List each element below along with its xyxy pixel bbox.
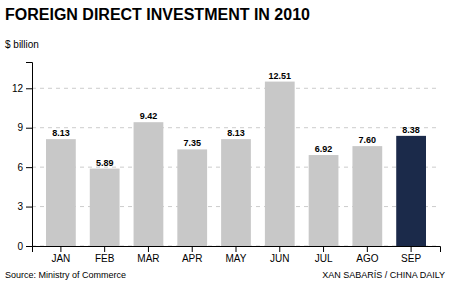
bar [46,139,76,246]
bar [134,122,164,246]
grid [32,88,440,246]
x-tick: SEP [401,246,421,264]
bar [90,169,120,246]
y-tick: 12 [12,83,32,94]
y-tick-mark [26,246,32,247]
x-tick: FEB [95,246,115,264]
data-labels: 8.13 5.89 9.42 7.35 8.13 12.51 6.92 7.60 8.38 [52,71,420,168]
bar [221,139,251,246]
data-label: 9.42 [140,111,158,121]
x-tick-label: AGO [356,253,378,264]
y-axis: 0 3 6 9 12 [12,63,33,252]
x-tick-mark [104,246,105,252]
y-tick: 3 [17,201,32,212]
y-tick: 9 [17,122,32,133]
x-tick-label: MAR [137,253,159,264]
x-tick-mark [148,246,149,252]
x-tick-label: JUN [270,253,289,264]
y-axis-title: $ billion [5,39,39,50]
data-label: 8.13 [52,128,70,138]
title: FOREIGN DIRECT INVESTMENT IN 2010 [5,6,310,23]
x-tick-mark [60,246,61,252]
x-tick: MAR [137,246,159,264]
data-label: 8.13 [227,128,245,138]
x-tick-mark [411,246,412,252]
chart: 0 3 6 9 12 JAN FEB MAR APR MAY JUN JUL AGO SEP 8.13 5.8… [0,0,450,282]
annotation: XAN SABARÍS / CHINA DAILY [322,270,445,280]
data-label: 8.38 [402,125,420,135]
y-tick: 0 [17,241,32,252]
bar [177,149,207,246]
x-tick-mark [367,246,368,252]
x-tick: JUN [270,246,289,264]
y-tick-label: 6 [17,162,23,173]
bar [309,155,339,246]
x-tick-label: JAN [51,253,70,264]
y-tick-mark [26,128,32,129]
y-tick-label: 12 [12,83,24,94]
x-axis-line [33,247,441,253]
data-label: 5.89 [96,158,114,168]
y-tick: 6 [17,162,32,173]
y-tick-mark [26,88,32,89]
x-tick: JUL [315,246,333,264]
x-tick-label: JUL [315,253,333,264]
data-label: 6.92 [315,144,333,154]
x-tick-mark [323,246,324,252]
x-tick-mark [279,246,280,252]
x-tick-mark [236,246,237,252]
y-tick-label: 0 [17,241,23,252]
y-tick-mark [26,167,32,168]
x-tick: MAY [226,246,247,264]
y-tick-label: 9 [17,122,23,133]
x-tick-mark [192,246,193,252]
x-tick-label: APR [182,253,203,264]
x-tick-label: FEB [95,253,115,264]
bar [265,82,295,246]
x-tick-label: SEP [401,253,421,264]
x-tick-label: MAY [226,253,247,264]
x-axis: JAN FEB MAR APR MAY JUN JUL AGO SEP [33,246,441,264]
bar [396,136,426,246]
x-tick: JAN [51,246,70,264]
data-label: 7.35 [183,138,201,148]
x-tick: AGO [356,246,378,264]
plot-area [46,82,426,246]
data-label: 7.60 [359,135,377,145]
grid-line [32,88,440,89]
y-axis-line [26,63,33,247]
y-tick-label: 3 [17,201,23,212]
bar [352,146,382,246]
y-tick-mark [26,207,32,208]
annotation: Source: Ministry of Commerce [5,270,126,280]
data-label: 12.51 [269,71,292,81]
x-tick: APR [182,246,203,264]
